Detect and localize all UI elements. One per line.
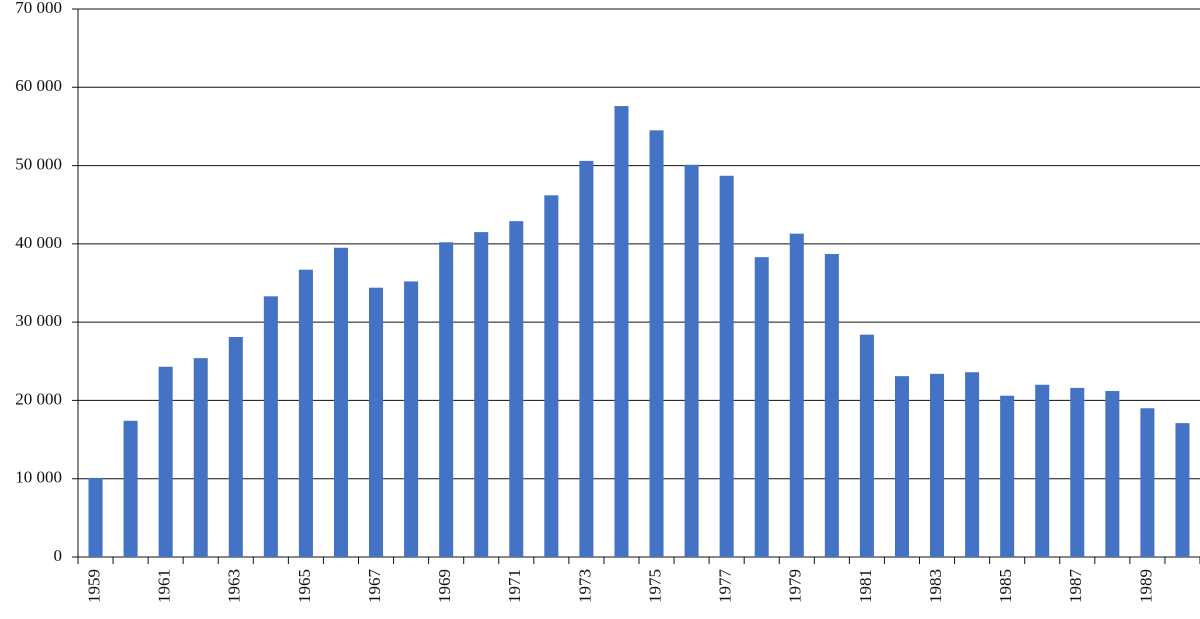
x-tick-label: 1971: [505, 569, 524, 603]
bar: [123, 420, 138, 557]
x-tick-label: 1969: [435, 569, 454, 603]
bar: [263, 296, 278, 557]
bar: [894, 376, 909, 557]
bar: [158, 366, 173, 557]
bar: [930, 373, 945, 557]
x-tick-label: 1961: [155, 569, 174, 603]
bar: [333, 247, 348, 557]
y-tick-label: 70 000: [15, 0, 62, 17]
bar: [1105, 391, 1120, 557]
y-tick-label: 60 000: [15, 76, 62, 95]
x-tick-label: 1987: [1066, 569, 1085, 604]
y-tick-label: 50 000: [15, 154, 62, 173]
bar: [1000, 395, 1015, 557]
bar: [544, 195, 559, 557]
y-tick-label: 20 000: [15, 389, 62, 408]
x-tick-label: 1973: [575, 569, 594, 603]
bar: [439, 242, 454, 557]
bar: [859, 334, 874, 557]
bar: [789, 233, 804, 557]
bar: [1035, 384, 1050, 557]
x-tick-label: 1989: [1136, 569, 1155, 603]
x-tick-label: 1959: [84, 569, 103, 603]
x-tick-label: 1977: [716, 569, 735, 604]
y-tick-label: 10 000: [15, 468, 62, 487]
bar: [1140, 408, 1155, 557]
x-tick-label: 1981: [856, 569, 875, 603]
x-tick-label: 1963: [225, 569, 244, 603]
bar: [684, 164, 699, 557]
bar: [298, 269, 313, 557]
y-tick-label: 0: [54, 546, 63, 565]
x-tick-label: 1983: [926, 569, 945, 603]
x-tick-label: 1979: [786, 569, 805, 603]
bar: [754, 257, 769, 557]
bar: [719, 175, 734, 557]
x-tick-label: 1975: [645, 569, 664, 603]
x-tick-label: 1985: [996, 569, 1015, 603]
x-tick-label: 1967: [365, 569, 384, 604]
bar: [1070, 387, 1085, 557]
bar: [404, 281, 419, 557]
bar: [1175, 423, 1190, 557]
bar: [509, 221, 524, 557]
bar: [579, 160, 594, 558]
x-tick-label: 1965: [295, 569, 314, 603]
bar: [649, 130, 664, 558]
bar: [474, 232, 489, 557]
bar: [824, 254, 839, 557]
bar: [88, 477, 103, 557]
bar: [965, 372, 980, 557]
y-tick-label: 40 000: [15, 233, 62, 252]
bar: [369, 287, 384, 557]
bar: [193, 358, 208, 557]
y-tick-label: 30 000: [15, 311, 62, 330]
bar: [614, 106, 629, 558]
bar: [228, 337, 243, 557]
